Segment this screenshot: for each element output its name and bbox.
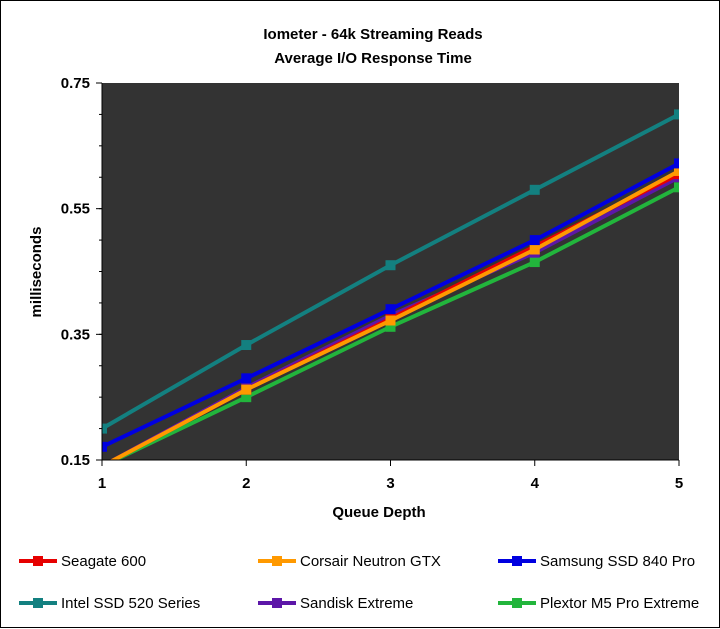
data-point [529,244,540,255]
y-axis-title: milliseconds [28,227,45,318]
legend-swatch-marker [272,556,282,566]
x-tick-label: 5 [675,475,683,492]
legend-item: Sandisk Extreme [258,595,413,612]
x-tick-label: 2 [242,475,250,492]
data-point [385,260,396,271]
legend-swatch-marker [512,598,522,608]
data-point [385,321,396,332]
data-point [674,165,679,176]
y-tick-label: 0.15 [61,452,90,469]
legend-label: Seagate 600 [61,553,146,570]
data-point [529,184,540,195]
data-point [241,384,252,395]
data-point [385,315,396,326]
legend-swatch-marker [272,598,282,608]
data-point [241,392,252,403]
x-tick-label: 3 [386,475,394,492]
data-point [385,304,396,315]
data-point [102,423,107,434]
x-tick-label: 1 [98,475,106,492]
data-point [674,158,679,169]
legend-label: Samsung SSD 840 Pro [540,553,695,570]
legend-swatch-marker [512,556,522,566]
y-tick-label: 0.35 [61,326,90,343]
y-tick-label: 0.75 [61,75,90,92]
data-point [241,373,252,384]
legend-swatch-marker [33,556,43,566]
legend-item: Samsung SSD 840 Pro [498,553,695,570]
plot-area [102,83,679,460]
data-point [674,182,679,193]
series-3 [102,109,679,434]
y-tick-label: 0.55 [61,201,90,218]
legend-item: Seagate 600 [19,553,146,570]
legend-label: Corsair Neutron GTX [300,553,441,570]
legend-label: Sandisk Extreme [300,595,413,612]
data-point [241,340,252,351]
legend-item: Intel SSD 520 Series [19,595,200,612]
x-tick-label: 4 [531,475,540,492]
legend-label: Plextor M5 Pro Extreme [540,595,699,612]
x-axis-ticks: 1 2 3 4 5 [98,460,683,492]
legend-item: Corsair Neutron GTX [258,553,441,570]
series-2 [102,158,679,452]
series-layer [102,109,679,460]
chart-title: Iometer - 64k Streaming Reads [263,26,482,43]
data-point [529,257,540,268]
series-5 [110,182,679,460]
data-point [674,109,679,120]
chart-subtitle: Average I/O Response Time [274,50,472,67]
y-axis-ticks: 0.15 0.35 0.55 0.75 [61,75,102,469]
data-point [529,235,540,246]
series-1 [109,165,679,460]
legend: Seagate 600 Corsair Neutron GTX Samsung SS… [19,553,699,612]
data-point [102,441,107,452]
x-axis-title: Queue Depth [332,504,425,521]
legend-item: Plextor M5 Pro Extreme [498,595,699,612]
legend-swatch-marker [33,598,43,608]
legend-label: Intel SSD 520 Series [61,595,200,612]
